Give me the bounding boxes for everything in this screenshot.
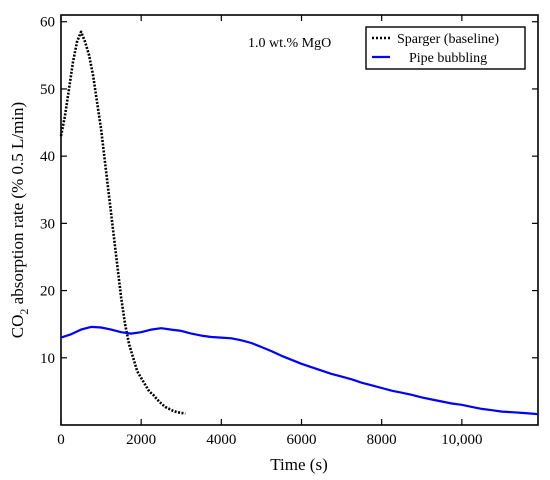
series-line-0	[59, 30, 186, 415]
y-tick-label: 30	[40, 216, 55, 232]
annotation-label: 1.0 wt.% MgO	[248, 36, 331, 51]
legend-label-sparger: Sparger (baseline)	[397, 32, 499, 47]
legend: Sparger (baseline) Pipe bubbling	[365, 26, 526, 70]
y-axis-label: CO2 absorption rate (% 0.5 L/min)	[8, 102, 31, 338]
x-tick-label: 10,000	[441, 432, 482, 448]
x-tick-label: 0	[57, 432, 65, 448]
x-axis-label: Time (s)	[270, 455, 327, 474]
x-tick-label: 2000	[126, 432, 156, 448]
y-tick-label: 50	[40, 82, 55, 98]
series-layer	[59, 30, 539, 416]
legend-label-pipe: Pipe bubbling	[409, 51, 487, 66]
y-tick-label: 60	[40, 15, 55, 31]
y-tick-label: 40	[40, 149, 55, 165]
legend-box	[365, 26, 526, 70]
x-tick-label: 4000	[206, 432, 236, 448]
series-line-1	[60, 325, 539, 416]
y-tick-label: 10	[40, 351, 55, 367]
y-tick-label: 20	[40, 284, 55, 300]
tick-layer: 0 2000 4000 6000 8000 10,000 10 20 30 40 50 60	[40, 15, 538, 448]
plot-frame	[60, 14, 539, 426]
x-tick-label: 8000	[367, 432, 397, 448]
x-tick-label: 6000	[287, 432, 317, 448]
